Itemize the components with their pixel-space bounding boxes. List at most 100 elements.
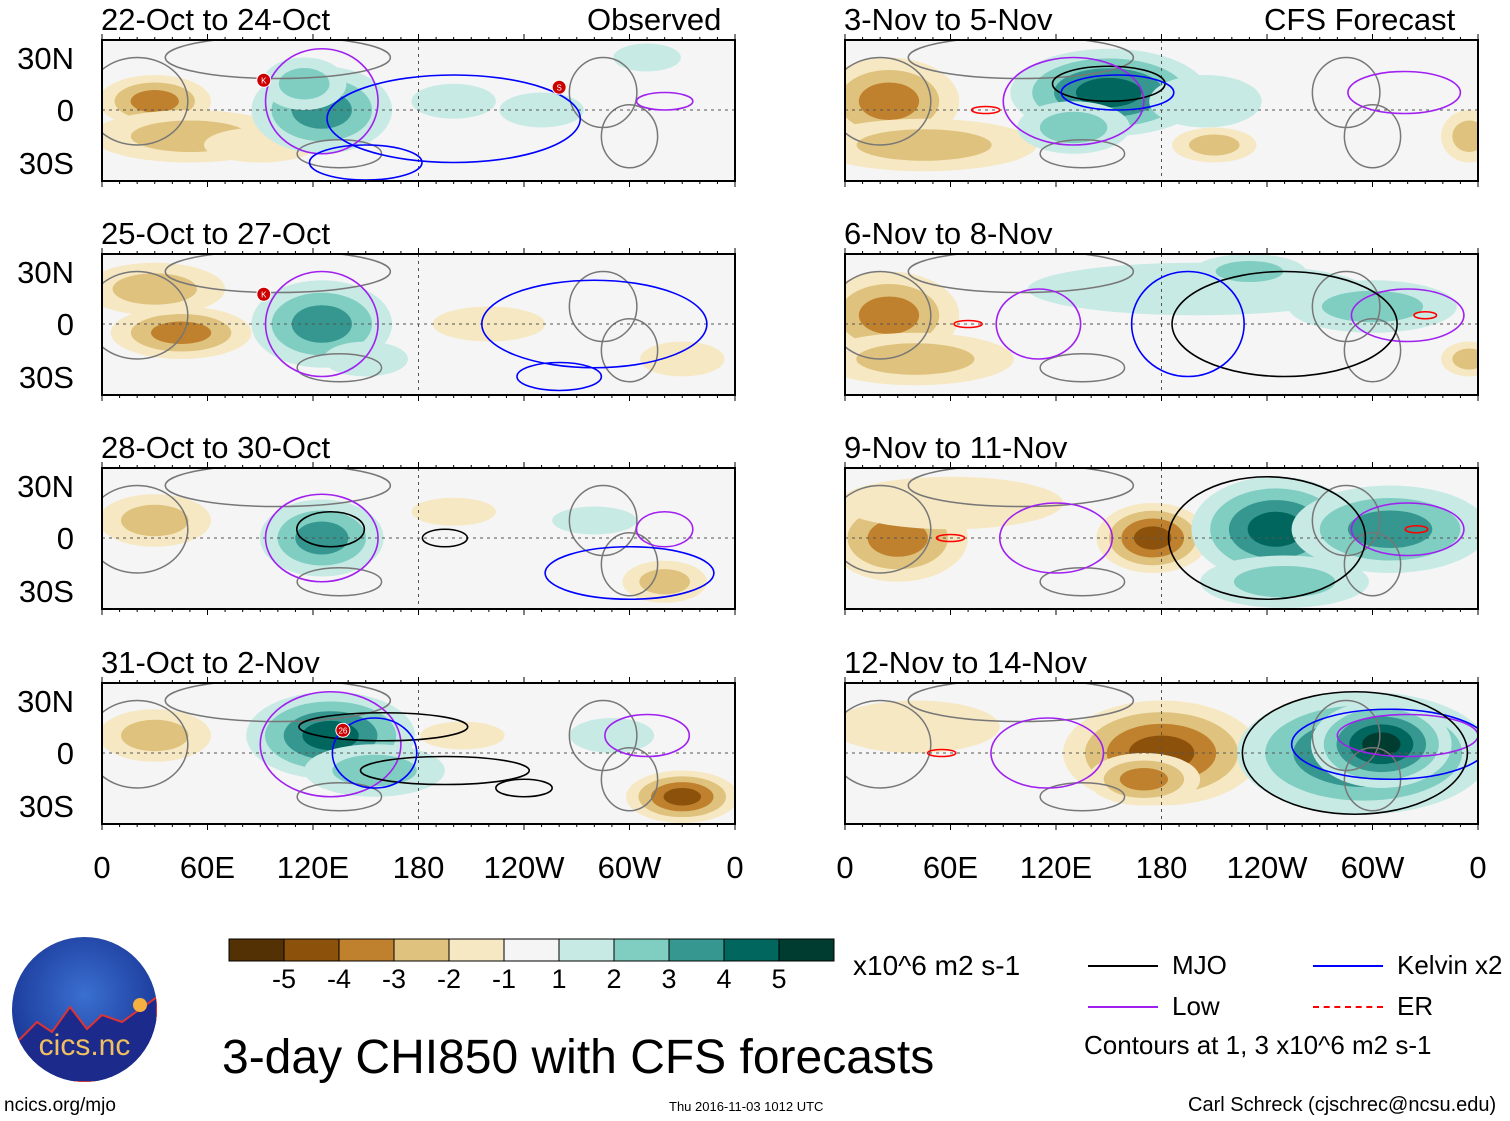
anomaly-shading	[332, 754, 417, 787]
coastline	[1343, 104, 1402, 169]
coastline	[164, 254, 392, 294]
coastline	[296, 353, 383, 383]
anomaly-shading	[1247, 511, 1304, 547]
lat-label: 0	[56, 307, 74, 342]
anomaly-shading	[411, 497, 496, 526]
panel-title: 22-Oct to 24-Oct	[101, 2, 331, 37]
anomaly-shading	[640, 341, 725, 377]
colorbar-label: -4	[326, 964, 352, 994]
low-contour	[1002, 56, 1145, 146]
coastline	[600, 104, 659, 169]
lon-label: 60W	[597, 850, 662, 885]
low-contour	[264, 493, 379, 583]
kelvin-contour	[1290, 708, 1478, 781]
map-panel: 26	[102, 683, 735, 824]
colorbar-units: x10^6 m2 s-1	[853, 950, 1021, 981]
storm-label: 26	[338, 726, 347, 735]
er-contour	[1413, 310, 1438, 320]
coastline	[600, 532, 659, 597]
storm-label: S	[556, 83, 561, 92]
low-contour	[259, 690, 402, 798]
legend-label-low: Low	[1172, 991, 1220, 1021]
lon-label: 180	[1135, 850, 1188, 885]
panel-title: 3-Nov to 5-Nov	[844, 2, 1053, 37]
lon-label: 0	[1469, 850, 1487, 885]
tropical-cyclone-icon	[551, 79, 567, 95]
legend-line-mjo	[1088, 965, 1158, 967]
tropical-cyclone-icon	[256, 286, 272, 302]
panel-title: 12-Nov to 14-Nov	[844, 645, 1087, 680]
low-contour	[1347, 70, 1462, 115]
mjo-contour	[1241, 690, 1469, 816]
lon-label: 120W	[1226, 850, 1308, 885]
lat-label: 30N	[17, 254, 74, 290]
mjo-contour	[1167, 475, 1367, 601]
coastline	[1343, 318, 1402, 383]
source-link[interactable]: ncics.org/mjo	[4, 1095, 116, 1116]
map-panel	[845, 468, 1478, 609]
er-contour	[970, 105, 1001, 115]
coastline	[296, 567, 383, 597]
er-contour	[953, 319, 983, 329]
mjo-contour	[421, 528, 469, 548]
panel-title: 28-Oct to 30-Oct	[101, 430, 331, 465]
logo-text: cics.nc	[38, 1029, 131, 1062]
figure-title: 3-day CHI850 with CFS forecasts	[222, 1031, 935, 1084]
anomaly-shading	[1119, 768, 1169, 791]
lon-label: 0	[836, 850, 854, 885]
colorbar-swatch	[613, 938, 670, 962]
coastline	[1039, 139, 1126, 169]
author-credit: Carl Schreck (cjschrec@ncsu.edu)	[1188, 1094, 1497, 1116]
lon-label: 180	[392, 850, 445, 885]
anomaly-shading	[120, 719, 189, 752]
anomaly-shading	[613, 43, 681, 72]
kelvin-contour	[331, 717, 418, 789]
anomaly-shading	[120, 504, 189, 537]
lat-label: 0	[56, 736, 74, 771]
colorbar-swatch	[503, 938, 560, 962]
low-contour	[990, 717, 1105, 789]
kelvin-contour	[480, 279, 708, 369]
coastline	[1039, 353, 1126, 383]
lat-label: 30N	[17, 683, 74, 719]
storm-label: K	[261, 290, 267, 299]
anomaly-shading	[1133, 526, 1172, 550]
coastline	[164, 468, 392, 508]
anomaly-shading	[867, 519, 928, 557]
colorbar-label: 3	[661, 964, 677, 994]
contour-note: Contours at 1, 3 x10^6 m2 s-1	[1084, 1030, 1432, 1060]
legend-line-kelvin	[1313, 965, 1383, 967]
colorbar-swatch	[448, 938, 505, 962]
anomaly-shading	[856, 129, 992, 161]
colorbar-swatch	[283, 938, 340, 962]
colorbar-label: -5	[271, 964, 297, 994]
lon-label: 0	[93, 850, 111, 885]
legend-label-mjo: MJO	[1172, 950, 1227, 980]
lat-label: 30S	[18, 359, 74, 395]
lat-label: 30S	[18, 573, 74, 609]
er-contour	[1404, 524, 1429, 534]
kelvin-contour	[326, 74, 582, 164]
panel-title: 31-Oct to 2-Nov	[101, 645, 320, 680]
anomaly-shading	[1362, 732, 1401, 757]
colorbar-swatch	[778, 938, 835, 962]
anomaly-shading	[858, 82, 920, 120]
legend-line-er	[1313, 1006, 1383, 1008]
coastline	[1039, 567, 1126, 597]
anomaly-shading	[858, 296, 920, 334]
lon-label: 60W	[1340, 850, 1405, 885]
anomaly-shading	[639, 569, 690, 595]
kelvin-contour	[1060, 74, 1175, 111]
panel-title: 25-Oct to 27-Oct	[101, 216, 331, 251]
lat-label: 30N	[17, 468, 74, 504]
map-panel: KS	[102, 40, 735, 181]
coastline	[296, 139, 383, 169]
mjo-contour	[1171, 270, 1398, 378]
anomaly-shading	[845, 700, 1000, 753]
anomaly-shading	[663, 788, 702, 806]
tropical-cyclone-icon	[256, 72, 272, 88]
low-contour	[604, 713, 691, 758]
colorbar-label: -3	[381, 964, 407, 994]
